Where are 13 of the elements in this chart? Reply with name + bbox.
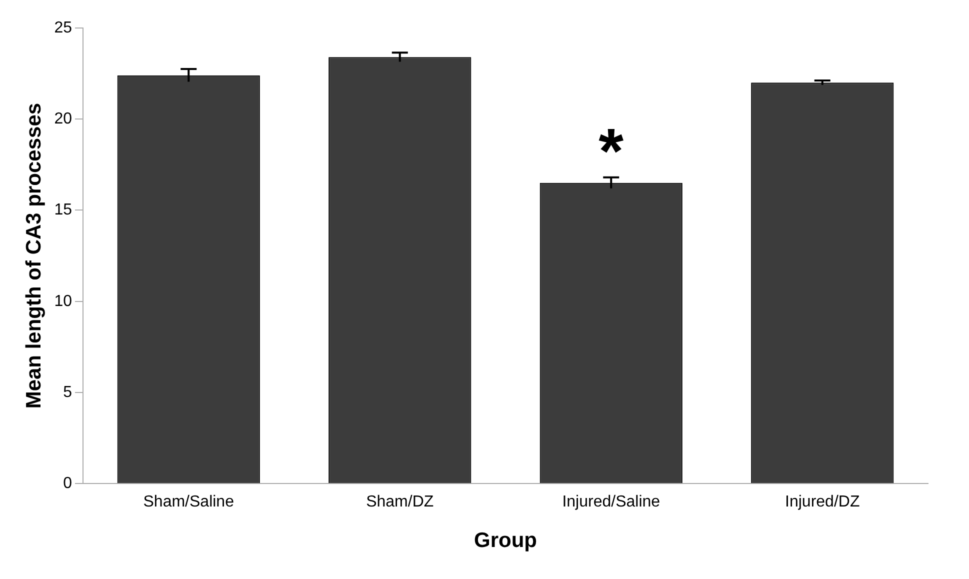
y-tick-label: 10 [54, 292, 72, 310]
x-tick-label: Injured/Saline [562, 494, 660, 511]
x-tick-label: Sham/Saline [143, 494, 234, 511]
y-tick-label: 20 [54, 110, 72, 128]
y-tick-label: 0 [63, 475, 72, 492]
x-tick-label: Injured/DZ [785, 494, 860, 511]
x-tick-label: Sham/DZ [366, 494, 434, 511]
y-tick-label: 15 [54, 202, 72, 219]
y-tick-label: 5 [63, 384, 72, 401]
y-axis-title: Mean length of CA3 processes [22, 102, 46, 409]
y-tick-label: 25 [54, 19, 72, 36]
annotation: * [598, 115, 624, 188]
x-axis-title: Group [474, 529, 537, 552]
